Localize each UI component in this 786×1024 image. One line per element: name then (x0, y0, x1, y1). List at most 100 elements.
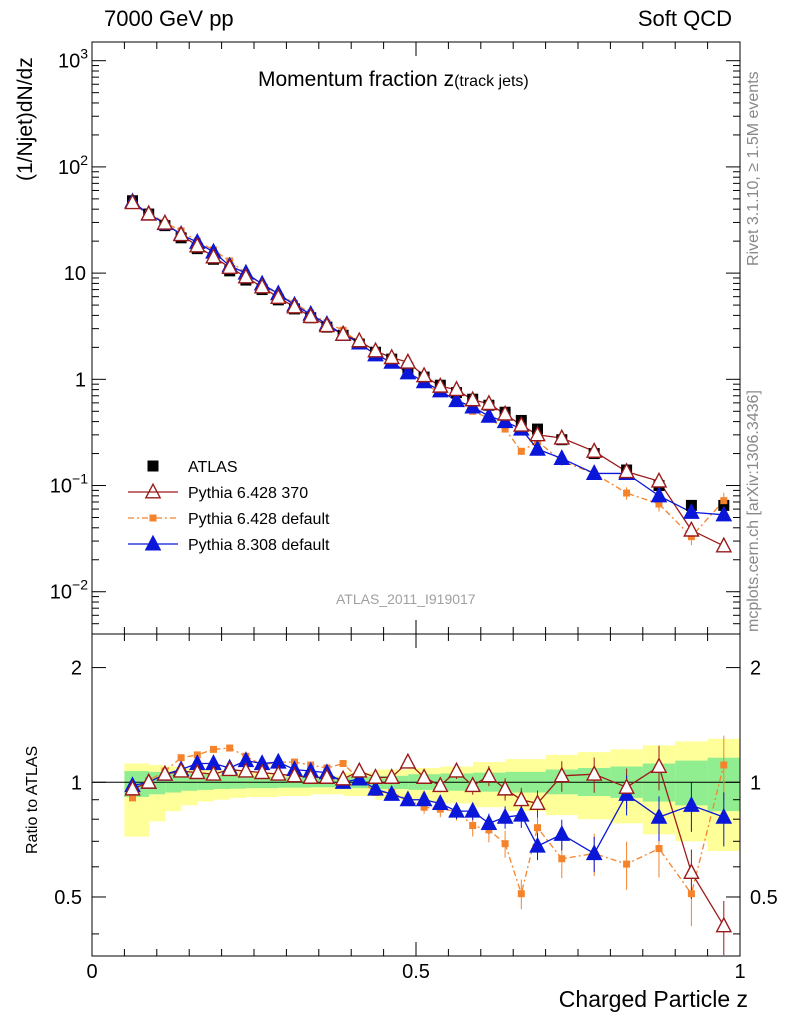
p6-370-point (350, 331, 368, 348)
p6-370-point (286, 297, 303, 314)
ratio-p6-370-point (350, 761, 368, 778)
p8-default-point (399, 363, 417, 380)
ratio-p6-370-point (496, 779, 514, 796)
p6-default-point (655, 500, 663, 508)
ratio-p6-370-point (464, 776, 482, 793)
ratio-p6-370-point (156, 764, 174, 781)
p6-default-point (623, 489, 631, 497)
p6-370-point (124, 193, 141, 210)
p6-370-point (650, 471, 668, 488)
ratio-p6-370-point (188, 763, 206, 780)
p8-default-point (553, 449, 571, 465)
legend-p8-default-marker (144, 534, 162, 551)
ratio-p8-default-point (512, 805, 530, 822)
p6-370-point (415, 366, 433, 383)
ratio-p6-default-point (469, 822, 477, 830)
ratio-p6-370-point (253, 763, 271, 780)
legend: ATLAS Pythia 6.428 370 Pythia 6.428 defaul… (128, 459, 330, 554)
ratio-p6-default-point (534, 824, 541, 832)
legend-label-p8_default: Pythia 8.308 default (188, 537, 330, 554)
x-tick-label: 0 (86, 961, 97, 983)
mcplots-label: mcplots.cern.ch [arXiv:1306.3436] (745, 390, 762, 632)
p6-370-point (383, 348, 401, 365)
p6-370-point (480, 394, 498, 411)
legend-p6-370-marker (144, 482, 162, 499)
ratio-p6-default-point (210, 745, 217, 753)
ratio-p6-370-point (318, 768, 336, 784)
p6-default-point (517, 447, 525, 455)
y-tick-label: 10−1 (50, 471, 88, 498)
ratio-p6-370-point (221, 760, 239, 777)
ratio-p8-default-point (448, 801, 465, 818)
y-tick-label: 102 (58, 152, 88, 179)
p6-370-point (618, 462, 635, 479)
ratio-p6-370-point (415, 768, 433, 784)
y-axis-label-top: (1/Njet)dN/dz (14, 57, 37, 181)
ratio-p6-default-point (558, 855, 566, 863)
p6-370-point (448, 380, 465, 397)
p6-370-point (496, 404, 514, 421)
ratio-p6-default-point (129, 794, 136, 802)
p6-370-point (140, 204, 158, 221)
p8-default-point (683, 502, 700, 519)
ratio-p6-370-point (529, 794, 546, 810)
x-tick-label: 1 (734, 961, 745, 983)
ratio-p6-default-point (687, 890, 695, 898)
p6-370-point (172, 225, 190, 242)
plot-title: Momentum fraction z(track jets) (258, 68, 529, 92)
ratio-p6-default-point (226, 744, 234, 752)
y-tick-label: 10−2 (50, 577, 88, 604)
ratio-p6-370-point (512, 790, 530, 807)
ratio-p8-default-point (431, 794, 449, 810)
legend-atlas-marker (147, 460, 159, 472)
ratio-p6-370-point (286, 766, 303, 783)
p6-default-point (720, 497, 728, 505)
ratio-p8-default-point (553, 825, 571, 841)
plot-title-main: Momentum fraction z (258, 68, 455, 91)
p6-370-point (512, 415, 530, 432)
p8-default-point (529, 439, 546, 456)
ratio-p6-370-point (715, 916, 733, 933)
p6-370-point (585, 441, 603, 458)
p6-370-point (464, 390, 482, 407)
p6-370-point (529, 425, 546, 442)
header-left: 7000 GeV pp (104, 6, 234, 31)
x-tick-label: 0.5 (402, 961, 430, 983)
ratio-p6-default-point (655, 845, 663, 853)
ratio-p6-default-point (420, 803, 428, 811)
ratio-p6-370-point (269, 764, 287, 781)
y-tick-label-right: 1 (750, 772, 761, 794)
ratio-p6-370-point (585, 764, 603, 781)
ratio-p6-370-point (383, 768, 401, 784)
y-tick-label-right: 2 (750, 658, 761, 680)
p6-370-point (156, 213, 174, 230)
legend-label-atlas: ATLAS (188, 459, 238, 476)
ratio-p8-default-point (585, 844, 603, 861)
y-tick-label: 103 (58, 46, 88, 73)
legend-label-p6_default: Pythia 6.428 default (188, 511, 330, 528)
ratio-p8-default-point (399, 790, 417, 807)
ratio-p6-370-point (334, 769, 352, 786)
p6-370-point (553, 428, 571, 445)
ratio-p6-370-point (448, 761, 465, 778)
ratio-p6-370-point (124, 779, 141, 796)
ratio-p8-default-point (480, 814, 498, 830)
header-right: Soft QCD (637, 6, 732, 31)
p6-370-point (715, 536, 733, 553)
ratio-p8-default-point (496, 807, 514, 824)
y-tick-label-left: 2 (71, 658, 82, 680)
legend-label-p6_370: Pythia 6.428 370 (188, 485, 308, 502)
ratio-p6-370-point (302, 768, 320, 784)
axis-ticks: 0 0.5 1 10−2 10−1 1 10 102 103 0.5 0.5 1 1 2 2 (50, 42, 778, 983)
p8-default-point (585, 464, 603, 480)
ratio-p8-default-point (715, 807, 733, 824)
ratio-p6-370-point (650, 757, 668, 774)
ratio-p6-default-point (720, 761, 728, 769)
ratio-p8-default-point (350, 769, 368, 786)
p8-default-point (715, 505, 733, 522)
p6-370-point (399, 352, 417, 369)
ratio-p6-370-point (205, 764, 222, 781)
ratio-p8-default-point (529, 836, 546, 853)
ratio-p6-370-point (431, 776, 449, 793)
